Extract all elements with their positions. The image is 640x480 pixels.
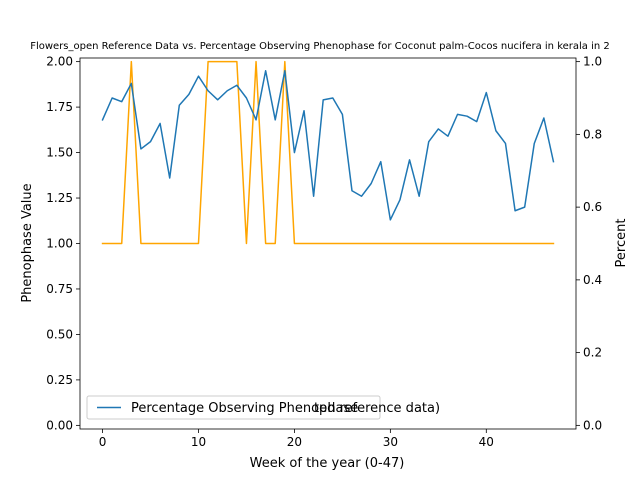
axes-layer: 0 10 20 30 40 0.00 0.25 0.50 0.75 1.00 1.25 1.50 1.7…: [46, 55, 602, 449]
y-left-tick-label: 1.75: [46, 100, 73, 114]
x-tick-label: 0: [99, 435, 107, 449]
y-right-tick-label: 0.4: [583, 273, 602, 287]
y-left-tick-label: 0.00: [46, 418, 73, 432]
series-line-percentage-observing: [101, 69, 555, 221]
y-left-tick-label: 0.75: [46, 282, 73, 296]
y-left-tick-label: 1.25: [46, 191, 73, 205]
y-left-tick-label: 0.50: [46, 327, 73, 341]
x-tick-label: 40: [479, 435, 494, 449]
y-axis-label-right: Percent: [614, 219, 629, 268]
y-right-tick-label: 0.2: [583, 346, 602, 360]
y-right-tick-label: 1.0: [583, 55, 602, 69]
legend-overlap-text: ted reference data): [314, 401, 440, 416]
x-tick-label: 20: [287, 435, 302, 449]
y-right-tick-label: 0.8: [583, 127, 602, 141]
y-left-tick-label: 2.00: [46, 55, 73, 69]
series-layer: [101, 60, 555, 245]
x-tick-label: 30: [383, 435, 398, 449]
series-line-reference-data: [101, 60, 555, 245]
y-axis-label-left: Phenophase Value: [20, 183, 35, 302]
y-left-tick-label: 1.50: [46, 146, 73, 160]
legend: ted reference data) Percentage Observing…: [86, 395, 440, 420]
x-tick-label: 10: [191, 435, 206, 449]
y-left-tick-label: 1.00: [46, 237, 73, 251]
legend-frame: [86, 395, 381, 420]
legend-label: Percentage Observing Phenophase: [131, 401, 358, 416]
x-axis-label: Week of the year (0-47): [250, 456, 405, 471]
y-right-tick-label: 0.6: [583, 200, 602, 214]
y-right-tick-label: 0.0: [583, 418, 602, 432]
chart-title: Flowers_open Reference Data vs. Percenta…: [30, 41, 610, 52]
y-left-tick-label: 0.25: [46, 373, 73, 387]
